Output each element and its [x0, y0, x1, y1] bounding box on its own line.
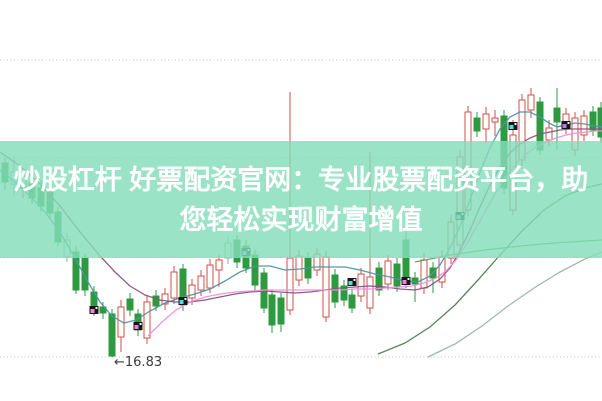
ma-slower-gray [427, 251, 602, 358]
ma-fast-teal [0, 111, 602, 324]
promo-banner: 炒股杠杆 好票配资官网：专业股票配资平台，助 您轻松实现财富增值 [0, 141, 602, 258]
promo-banner-line2: 您轻松实现财富增值 [179, 204, 423, 235]
ma-mid-purple [0, 128, 602, 303]
promo-banner-line1: 炒股杠杆 好票配资官网：专业股票配资平台，助 [13, 164, 589, 195]
low-price-annotation: ←16.83 [114, 355, 162, 370]
